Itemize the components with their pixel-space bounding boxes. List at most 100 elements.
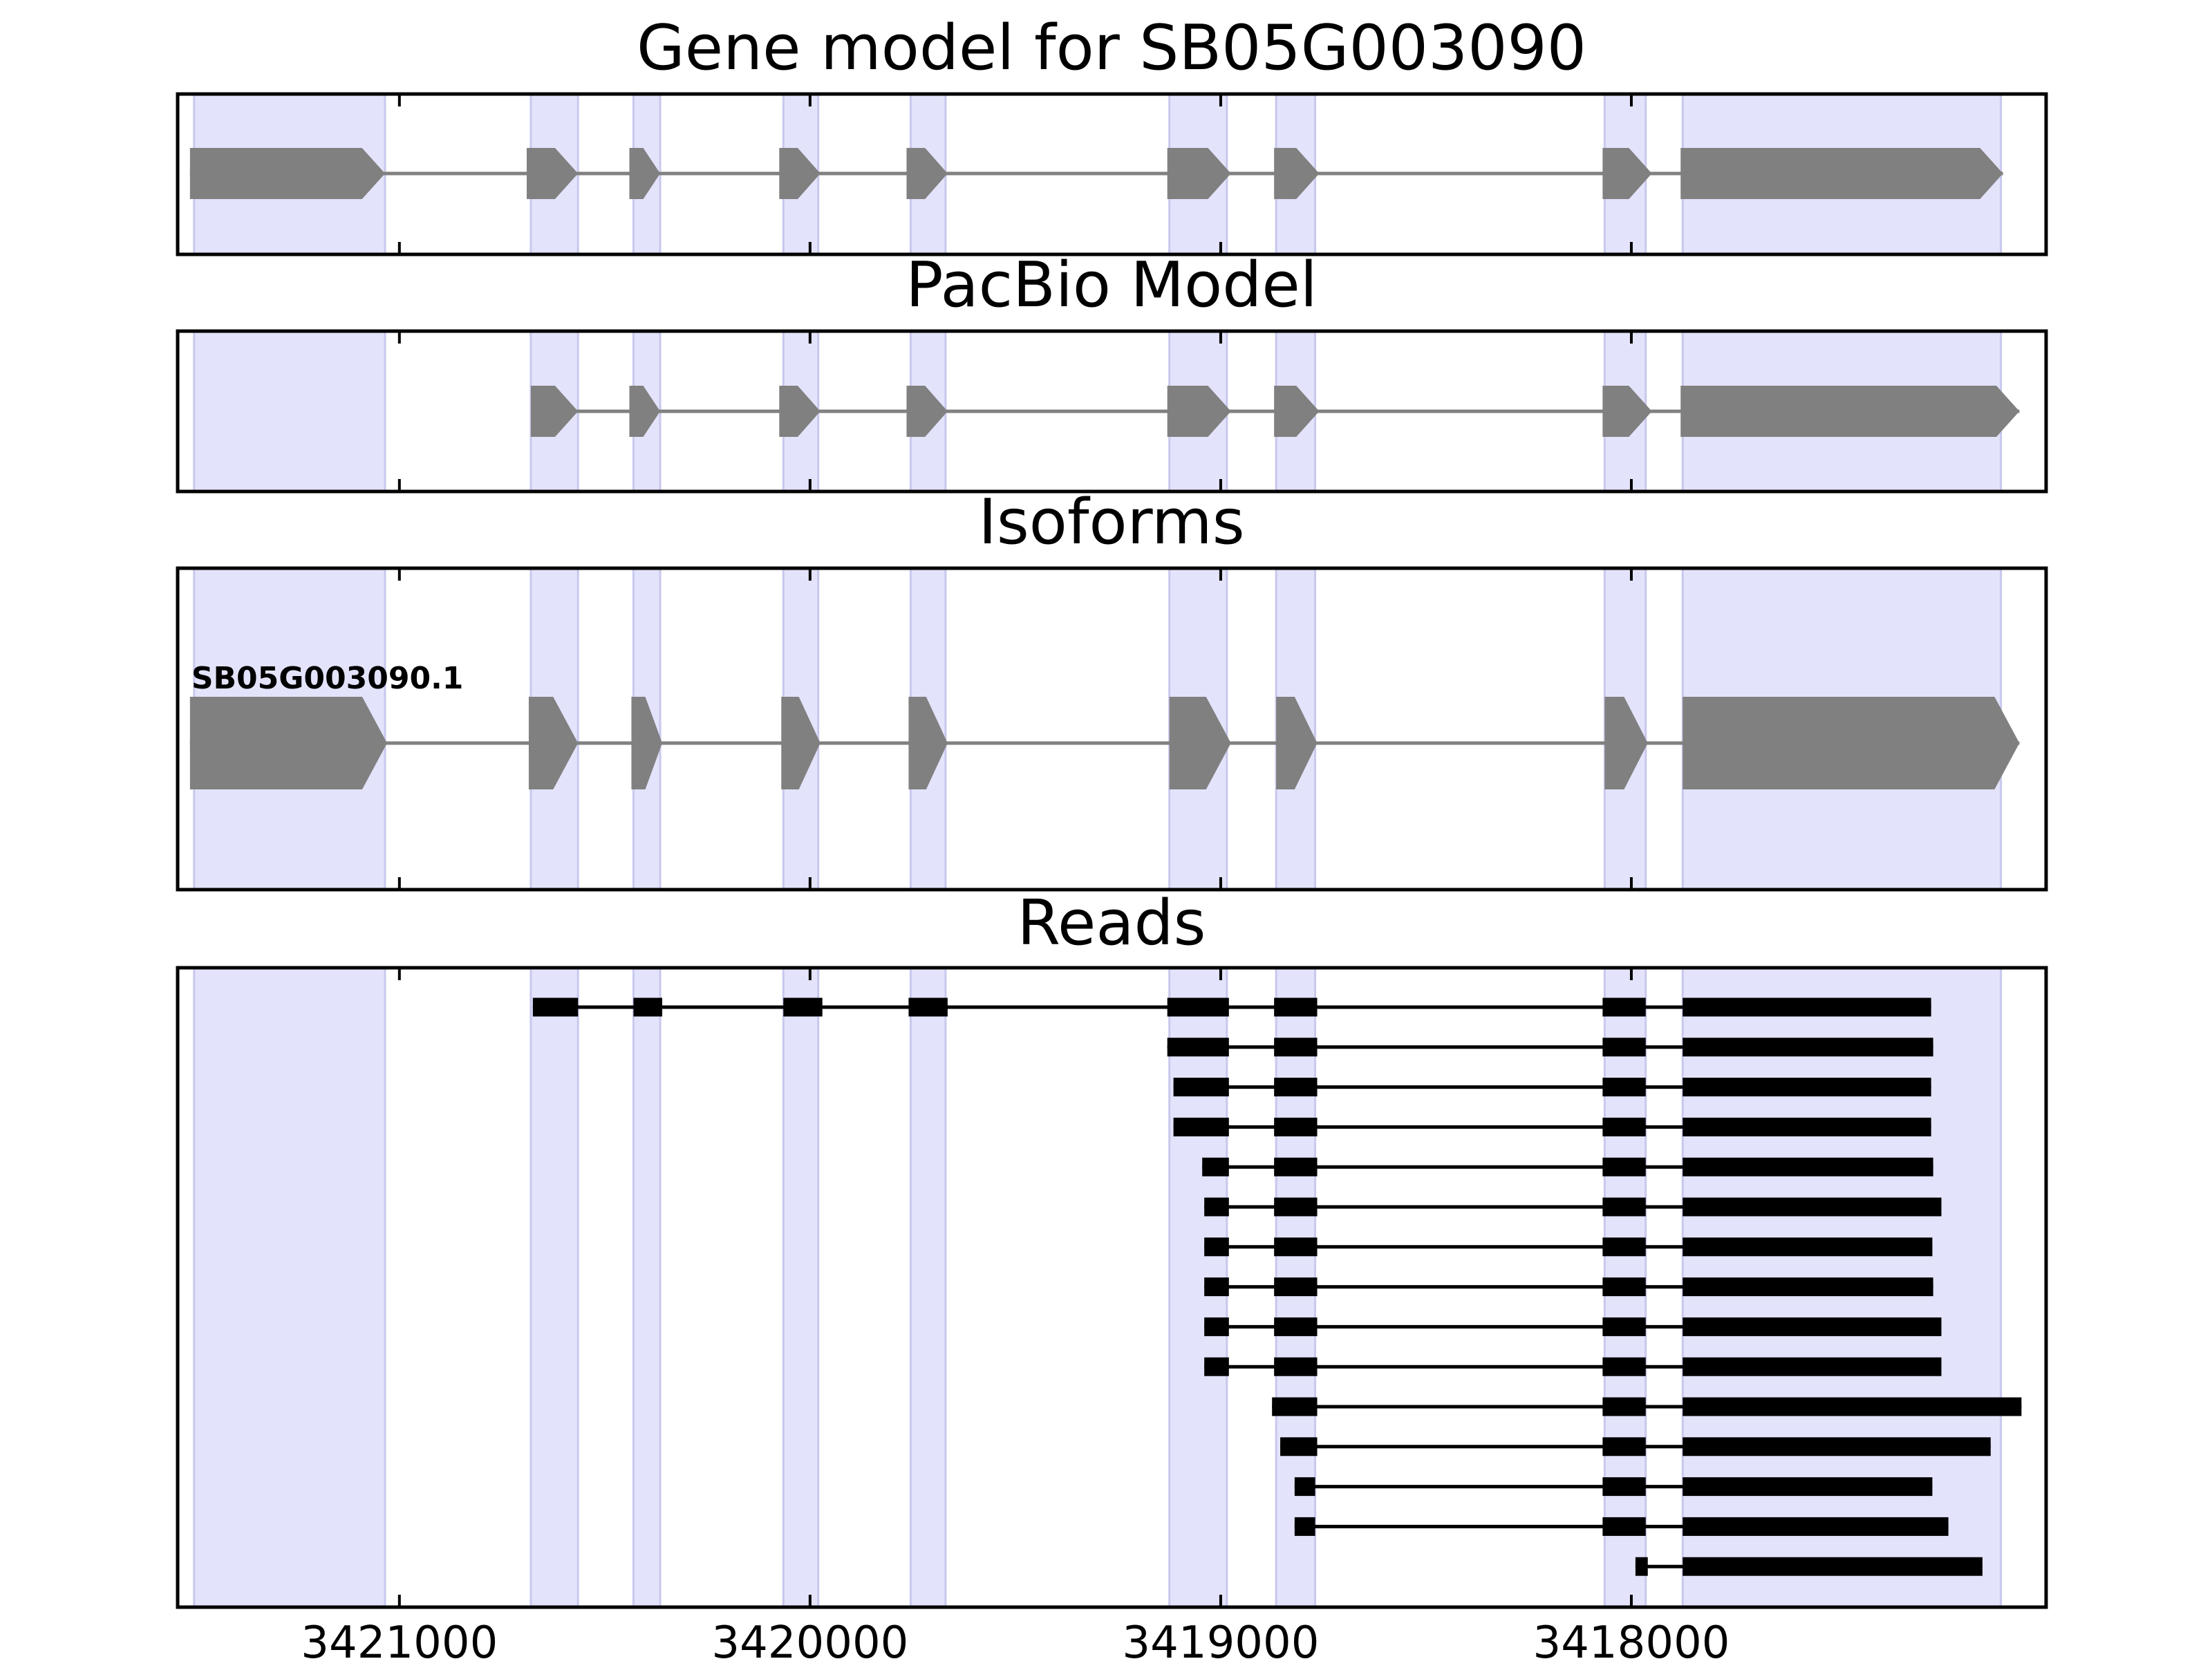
panel-frame — [176, 566, 2048, 892]
read-block — [532, 997, 579, 1017]
read-block — [1204, 1197, 1229, 1217]
read-block — [1683, 997, 1931, 1017]
read-block — [1294, 1477, 1315, 1497]
read-block — [1202, 1157, 1229, 1177]
read-block — [1683, 1517, 1949, 1536]
panel-title: Isoforms — [978, 486, 1244, 559]
text-layer: Gene model for SB05G003090 PacBio Model Is… — [191, 12, 1730, 1659]
exon-arrow — [189, 148, 386, 199]
read-block — [1204, 1317, 1229, 1336]
exon-arrow — [906, 386, 948, 437]
panel-title: Reads — [1017, 887, 1206, 959]
exon-band — [782, 966, 820, 1609]
read-block — [1683, 1237, 1933, 1257]
exon-band — [632, 966, 662, 1609]
read-block — [1602, 1357, 1646, 1376]
read-block — [1683, 1157, 1933, 1177]
read-block — [1602, 1477, 1646, 1497]
read-block — [1274, 1277, 1318, 1297]
read-block — [1274, 1237, 1318, 1257]
read-block — [1602, 1078, 1646, 1097]
exon-band — [193, 966, 386, 1609]
exon-arrow — [781, 697, 821, 789]
exon-arrow — [629, 386, 661, 437]
read-block — [1274, 1357, 1318, 1376]
read-block — [908, 997, 948, 1017]
x-tick-label: 3421000 — [301, 1618, 498, 1659]
panel-title: Gene model for SB05G003090 — [637, 12, 1586, 84]
exon-arrow — [1680, 386, 2020, 437]
read-block — [1683, 1117, 1931, 1136]
panel-frame-layer — [176, 92, 2048, 1609]
read-block — [1683, 1557, 1983, 1576]
exon-band — [909, 966, 947, 1609]
exon-arrow — [530, 386, 579, 437]
exon-arrow — [631, 697, 662, 789]
x-tick-label: 3418000 — [1533, 1618, 1730, 1659]
read-block — [1602, 1437, 1646, 1456]
read-block — [1173, 1078, 1229, 1097]
read-block — [1294, 1517, 1315, 1536]
read-block — [1602, 1397, 1646, 1416]
read-block — [1683, 1078, 1931, 1097]
read-block — [1602, 1117, 1646, 1136]
read-block — [1602, 1157, 1646, 1177]
exon-arrow — [1683, 697, 2020, 789]
exon-arrow — [1167, 148, 1231, 199]
read-block — [1274, 1078, 1318, 1097]
read-block — [1204, 1357, 1229, 1376]
read-block — [1602, 1517, 1646, 1536]
read-block — [1602, 997, 1646, 1017]
exon-arrow — [526, 148, 579, 199]
exon-arrow — [1167, 386, 1231, 437]
exon-arrow — [1602, 148, 1652, 199]
x-tick-label: 3419000 — [1122, 1618, 1319, 1659]
read-block — [1274, 997, 1318, 1017]
read-block — [1635, 1557, 1648, 1576]
exon-arrow — [1680, 148, 2003, 199]
read-block — [1683, 1038, 1933, 1057]
read-block — [1683, 1197, 1942, 1217]
read-block — [1683, 1437, 1991, 1456]
exon-arrow — [906, 148, 948, 199]
panel-title: PacBio Model — [906, 249, 1318, 321]
read-block — [1274, 1157, 1318, 1177]
read-block — [1274, 1038, 1318, 1057]
read-block — [1602, 1197, 1646, 1217]
exon-arrow — [629, 148, 661, 199]
panel-frame — [176, 92, 2048, 256]
exon-arrow — [1276, 697, 1318, 789]
read-block — [1167, 997, 1229, 1017]
panel-frame — [176, 966, 2048, 1609]
read-block — [1683, 1277, 1933, 1297]
exon-arrow — [1602, 386, 1652, 437]
read-block — [1173, 1117, 1229, 1136]
exon-band — [193, 330, 386, 493]
read-block — [1683, 1477, 1933, 1497]
read-block — [1204, 1277, 1229, 1297]
read-block — [1602, 1038, 1646, 1057]
exon-arrow — [908, 697, 948, 789]
read-block — [783, 997, 823, 1017]
read-block — [1683, 1357, 1942, 1376]
read-block — [1204, 1237, 1229, 1257]
isoform-label: SB05G003090.1 — [191, 661, 464, 696]
exon-arrow — [1604, 697, 1648, 789]
x-tick-label: 3420000 — [711, 1618, 908, 1659]
read-block — [1274, 1197, 1318, 1217]
exon-arrow — [528, 697, 579, 789]
exon-arrow — [779, 148, 821, 199]
read-block — [1683, 1397, 2022, 1416]
exon-arrow — [189, 697, 387, 789]
read-block — [1602, 1237, 1646, 1257]
panel-frame — [176, 329, 2048, 494]
read-block — [1272, 1397, 1318, 1416]
feature-layer — [189, 148, 2022, 1576]
read-block — [1274, 1117, 1318, 1136]
read-block — [1683, 1317, 1942, 1336]
read-block — [1280, 1437, 1318, 1456]
read-block — [1602, 1317, 1646, 1336]
read-block — [1167, 1038, 1229, 1057]
read-block — [633, 997, 662, 1017]
